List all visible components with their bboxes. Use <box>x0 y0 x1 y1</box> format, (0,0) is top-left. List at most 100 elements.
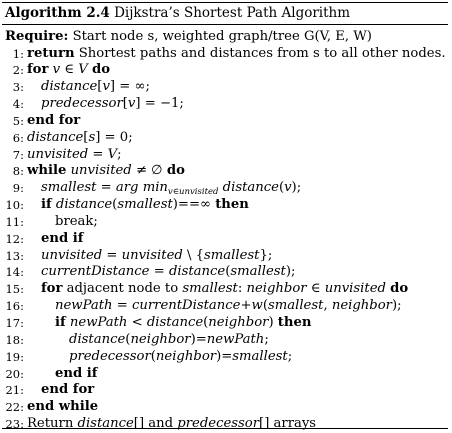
line-code: for v ∈ V do <box>27 62 110 79</box>
line-number: 11: <box>5 214 24 229</box>
math-var: neighbor <box>331 298 392 314</box>
keyword: end if <box>55 365 98 381</box>
caption-title: Dijkstra’s Shortest Path Algorithm <box>114 5 351 21</box>
math-var: newPath <box>55 298 113 314</box>
line-number: 8: <box>12 164 24 179</box>
algorithm-line: 16: newPath = currentDistance+w(smallest,… <box>2 298 448 315</box>
line-number: 23: <box>5 417 24 432</box>
algorithm-line: 13: unvisited = unvisited \ {smallest}; <box>2 248 448 265</box>
math-var: neighbor <box>208 315 269 330</box>
code-text: ] = 0; <box>95 129 133 145</box>
math-var: distance <box>77 416 134 432</box>
algorithm-line: 2: for v ∈ V do <box>2 62 448 79</box>
math-var: smallest <box>232 348 288 364</box>
code-text: ∈ <box>60 62 79 78</box>
math-var: distance <box>168 264 226 280</box>
line-code: newPath = currentDistance+w(smallest, ne… <box>55 298 402 315</box>
algorithm-line: 17: if newPath < distance(neighbor) then <box>2 315 448 332</box>
algorithm-box: Algorithm 2.4 Dijkstra’s Shortest Path A… <box>2 2 448 431</box>
math-var: smallest <box>204 247 260 263</box>
math-var: unvisited <box>70 163 132 179</box>
code-text: + <box>240 298 252 314</box>
line-number: 6: <box>12 130 24 145</box>
line-code: end for <box>41 382 94 399</box>
algorithm-line: 23: Return distance[] and predecessor[] a… <box>2 416 448 433</box>
code-text: [ <box>83 129 89 145</box>
keyword: while <box>27 163 67 179</box>
keyword: if <box>41 197 52 213</box>
line-code: unvisited = unvisited \ {smallest}; <box>41 248 272 265</box>
code-text: ; <box>287 348 293 364</box>
code-text: ) <box>268 315 278 330</box>
keyword: end for <box>27 112 81 128</box>
algorithm-line: 9: smallest = arg minv∈unvisited distance… <box>2 180 448 197</box>
code-text: ; <box>117 146 122 162</box>
require-text: Start node s, weighted graph/tree G(V, E… <box>72 29 372 44</box>
code-text: = <box>96 180 116 196</box>
algorithm-line: 22: end while <box>2 399 448 416</box>
math-var: s <box>88 129 96 145</box>
code-text: = <box>149 264 169 280</box>
algorithm-line: 19: predecessor(neighbor)=smallest; <box>2 349 448 366</box>
code-text: = <box>112 298 132 314</box>
line-code: Return distance[] and predecessor[] arra… <box>27 416 316 433</box>
caption-label: Algorithm 2.4 <box>5 5 110 21</box>
math-var: distance <box>27 129 84 145</box>
algorithm-line: 14: currentDistance = distance(smallest); <box>2 264 448 281</box>
code-text: )= <box>216 348 233 364</box>
algorithm-caption: Algorithm 2.4 Dijkstra’s Shortest Path A… <box>5 5 350 21</box>
line-code: distance[v] = ∞; <box>41 79 150 96</box>
keyword: do <box>166 163 185 179</box>
math-var: predecessor <box>177 416 260 432</box>
code-text: ≠ ∅ <box>131 163 167 179</box>
math-var: smallest <box>182 281 238 297</box>
code-text: ); <box>391 298 402 314</box>
algorithm-line: 18: distance(neighbor)=newPath; <box>2 332 448 349</box>
line-code: distance(neighbor)=newPath; <box>69 332 269 349</box>
code-text: ( <box>225 264 231 280</box>
line-code: break; <box>55 214 98 231</box>
code-text: ] = ∞; <box>109 79 150 95</box>
code-text: Return <box>27 416 78 432</box>
code-text: adjacent node to <box>62 281 183 297</box>
line-number: 5: <box>12 113 24 128</box>
math-var: smallest <box>117 197 173 213</box>
math-var: newPath <box>206 331 265 347</box>
code-text: ( <box>203 315 209 330</box>
keyword: for <box>27 62 49 78</box>
code-text: ); <box>285 264 296 280</box>
math-var: unvisited <box>27 146 89 162</box>
code-text: = <box>88 146 108 162</box>
line-code: while unvisited ≠ ∅ do <box>27 163 185 180</box>
keyword: if <box>55 315 66 330</box>
math-var: distance <box>55 197 113 213</box>
algorithm-line: 6: distance[s] = 0; <box>2 130 448 147</box>
code-text: \ { <box>182 247 205 263</box>
math-var: w <box>251 298 263 314</box>
math-var: currentDistance <box>131 298 241 314</box>
keyword: then <box>277 315 312 330</box>
line-code: predecessor(neighbor)=smallest; <box>69 349 292 366</box>
code-text: [ <box>97 79 103 95</box>
code-text: ( <box>125 331 131 347</box>
code-text: [] arrays <box>259 416 317 432</box>
math-var: currentDistance <box>41 264 150 280</box>
math-var: distance <box>41 79 98 95</box>
math-var: predecessor <box>69 348 151 364</box>
line-number: 19: <box>5 349 24 364</box>
math-var: V <box>78 62 88 78</box>
line-number: 16: <box>5 299 24 314</box>
line-code: smallest = arg minv∈unvisited distance(v… <box>41 180 301 201</box>
line-number: 15: <box>5 282 24 297</box>
code-text: )= <box>190 331 207 347</box>
line-code: end if <box>55 366 97 383</box>
keyword: for <box>41 281 63 297</box>
math-var: unvisited <box>121 247 183 263</box>
math-var: arg min <box>115 180 168 196</box>
math-var: distance <box>222 180 279 196</box>
math-var: predecessor <box>41 96 123 112</box>
algorithm-line: 3: distance[v] = ∞; <box>2 79 448 96</box>
line-number: 2: <box>12 63 24 78</box>
code-text: ( <box>262 298 268 314</box>
algorithm-line: 20: end if <box>2 366 448 383</box>
